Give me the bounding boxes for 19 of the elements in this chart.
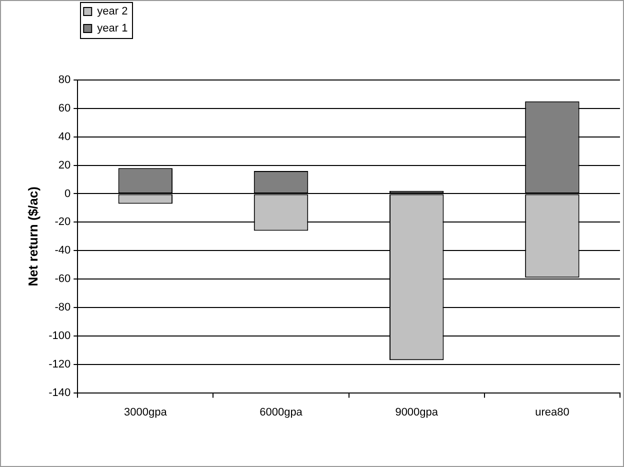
x-tick-label: 6000gpa <box>260 406 304 418</box>
y-tick-label: -100 <box>48 330 71 342</box>
x-tick-label: 9000gpa <box>395 406 439 418</box>
legend-label: year 2 <box>97 6 128 18</box>
legend-label: year 1 <box>97 22 128 35</box>
y-tick-label: 0 <box>64 188 71 200</box>
y-tick-label: 20 <box>58 159 71 172</box>
y-tick-label: -140 <box>48 386 71 399</box>
y-tick-label: -60 <box>54 273 71 286</box>
y-tick-label: -120 <box>48 358 71 370</box>
x-tick-label: 3000gpa <box>124 406 168 418</box>
y-tick-label: -40 <box>54 244 71 257</box>
y-tick-label: 60 <box>58 102 71 114</box>
y-tick-label: -20 <box>54 216 71 228</box>
y-tick-label: 40 <box>58 130 71 143</box>
y-tick-label: -80 <box>54 302 71 314</box>
y-axis-title: Net return ($/ac) <box>25 186 40 286</box>
y-tick-label: 80 <box>58 74 71 86</box>
x-tick-label: urea80 <box>535 406 570 418</box>
